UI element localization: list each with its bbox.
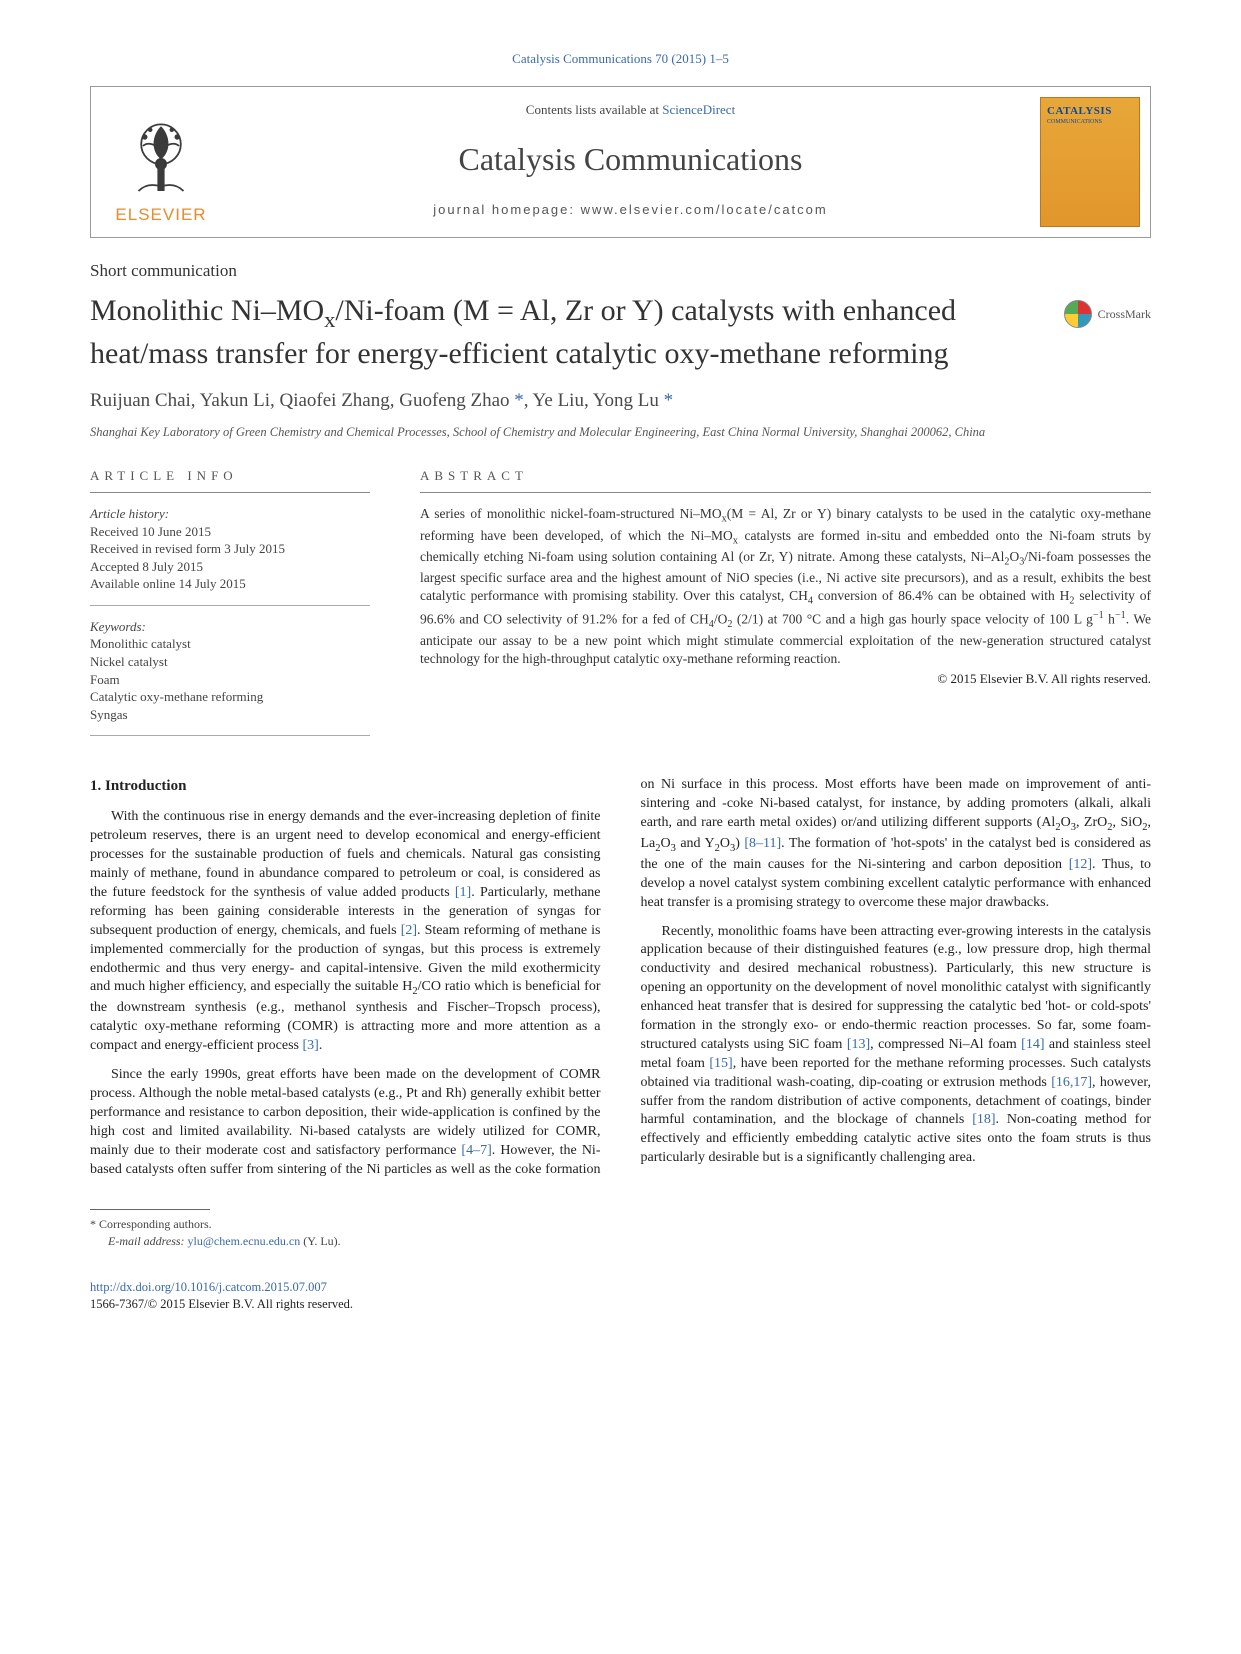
homepage-url[interactable]: www.elsevier.com/locate/catcom bbox=[581, 202, 828, 217]
footnote-separator bbox=[90, 1209, 210, 1210]
corresponding-email[interactable]: ylu@chem.ecnu.edu.cn bbox=[188, 1234, 301, 1248]
article-info-column: ARTICLE INFO Article history: Received 1… bbox=[90, 467, 370, 737]
body-paragraph: Recently, monolithic foams have been att… bbox=[641, 923, 1152, 1169]
abstract-text: A series of monolithic nickel-foam-struc… bbox=[420, 505, 1151, 668]
article-type-label: Short communication bbox=[90, 260, 1151, 283]
history-line: Received 10 June 2015 bbox=[90, 523, 370, 541]
keyword: Foam bbox=[90, 671, 370, 689]
journal-header: ELSEVIER Contents lists available at Sci… bbox=[90, 86, 1151, 238]
intro-heading: 1. Introduction bbox=[90, 776, 601, 796]
corresponding-footnote: * Corresponding authors. E-mail address:… bbox=[90, 1216, 1151, 1248]
contents-prefix: Contents lists available at bbox=[526, 102, 662, 117]
affiliation: Shanghai Key Laboratory of Green Chemist… bbox=[90, 424, 1151, 441]
keyword: Monolithic catalyst bbox=[90, 635, 370, 653]
publisher-name: ELSEVIER bbox=[115, 204, 206, 227]
corresponding-label: * Corresponding authors. bbox=[90, 1216, 1151, 1232]
cover-title: CATALYSIS bbox=[1047, 104, 1133, 119]
history-line: Available online 14 July 2015 bbox=[90, 575, 370, 593]
header-center: Contents lists available at ScienceDirec… bbox=[231, 87, 1030, 237]
page-footer: http://dx.doi.org/10.1016/j.catcom.2015.… bbox=[90, 1279, 1151, 1313]
keyword: Syngas bbox=[90, 706, 370, 724]
keyword: Nickel catalyst bbox=[90, 653, 370, 671]
article-title: Monolithic Ni–MOx/Ni-foam (M = Al, Zr or… bbox=[90, 292, 1044, 372]
body-text: 1. Introduction With the continuous rise… bbox=[90, 776, 1151, 1179]
crossmark-badge[interactable]: CrossMark bbox=[1064, 300, 1151, 328]
journal-homepage: journal homepage: www.elsevier.com/locat… bbox=[241, 201, 1020, 219]
contents-available-line: Contents lists available at ScienceDirec… bbox=[241, 101, 1020, 119]
keyword: Catalytic oxy-methane reforming bbox=[90, 688, 370, 706]
journal-cover-cell: CATALYSIS COMMUNICATIONS bbox=[1030, 87, 1150, 237]
crossmark-label: CrossMark bbox=[1098, 306, 1151, 322]
homepage-prefix: journal homepage: bbox=[433, 202, 580, 217]
doi-link[interactable]: http://dx.doi.org/10.1016/j.catcom.2015.… bbox=[90, 1279, 1151, 1296]
body-paragraph: With the continuous rise in energy deman… bbox=[90, 808, 601, 1056]
history-line: Accepted 8 July 2015 bbox=[90, 558, 370, 576]
abstract-heading: ABSTRACT bbox=[420, 467, 1151, 494]
email-suffix: (Y. Lu). bbox=[300, 1234, 340, 1248]
history-line: Received in revised form 3 July 2015 bbox=[90, 540, 370, 558]
abstract-copyright: © 2015 Elsevier B.V. All rights reserved… bbox=[420, 670, 1151, 688]
sciencedirect-link[interactable]: ScienceDirect bbox=[662, 102, 735, 117]
elsevier-tree-icon bbox=[116, 110, 206, 200]
cover-subtitle: COMMUNICATIONS bbox=[1047, 118, 1133, 126]
email-label: E-mail address: bbox=[108, 1234, 188, 1248]
article-info-heading: ARTICLE INFO bbox=[90, 467, 370, 494]
journal-cover-icon: CATALYSIS COMMUNICATIONS bbox=[1040, 97, 1140, 227]
crossmark-icon bbox=[1064, 300, 1092, 328]
citation-line: Catalysis Communications 70 (2015) 1–5 bbox=[90, 50, 1151, 68]
history-label: Article history: bbox=[90, 505, 370, 523]
publisher-logo-cell: ELSEVIER bbox=[91, 87, 231, 237]
keywords-block: Keywords: Monolithic catalyst Nickel cat… bbox=[90, 618, 370, 736]
abstract-column: ABSTRACT A series of monolithic nickel-f… bbox=[420, 467, 1151, 737]
journal-name: Catalysis Communications bbox=[241, 138, 1020, 181]
issn-copyright: 1566-7367/© 2015 Elsevier B.V. All right… bbox=[90, 1296, 1151, 1313]
keywords-label: Keywords: bbox=[90, 618, 370, 636]
article-history: Article history: Received 10 June 2015 R… bbox=[90, 505, 370, 606]
authors-line: Ruijuan Chai, Yakun Li, Qiaofei Zhang, G… bbox=[90, 388, 1151, 414]
